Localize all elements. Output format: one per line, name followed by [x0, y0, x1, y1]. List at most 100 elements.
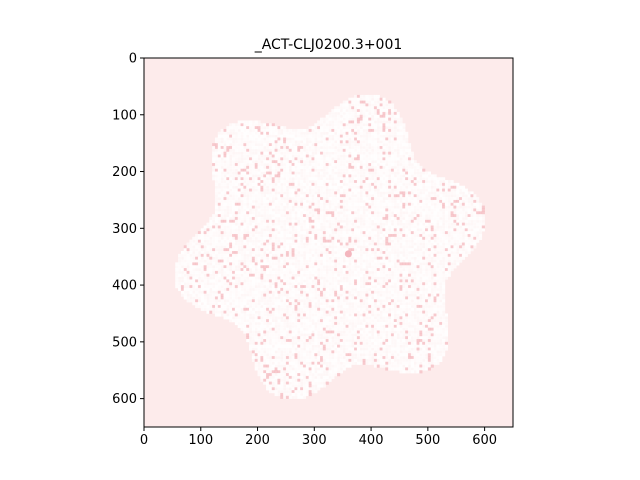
exposure-pixel [362, 211, 366, 215]
exposure-pixel [217, 214, 221, 218]
exposure-pixel [385, 199, 389, 204]
exposure-pixel [285, 222, 290, 226]
exposure-pixel [305, 194, 309, 198]
exposure-pixel [319, 225, 324, 229]
exposure-pixel [251, 245, 255, 249]
exposure-pixel [263, 222, 267, 226]
exposure-pixel [231, 168, 236, 172]
exposure-pixel [390, 157, 395, 161]
exposure-pixel [240, 245, 244, 249]
exposure-pixel [354, 259, 358, 263]
exposure-pixel [388, 111, 392, 116]
exposure-pixel [379, 120, 383, 124]
exposure-pixel [388, 120, 392, 124]
exposure-pixel [356, 140, 361, 144]
exposure-pixel [467, 197, 471, 201]
exposure-pixel [356, 256, 361, 260]
exposure-pixel [351, 262, 355, 266]
exposure-pixel [427, 239, 431, 243]
exposure-pixel [254, 185, 258, 189]
exposure-pixel [237, 273, 241, 277]
exposure-pixel [339, 216, 343, 221]
exposure-pixel [305, 182, 309, 187]
exposure-pixel [300, 143, 304, 147]
exposure-pixel [294, 248, 298, 252]
exposure-pixel [354, 202, 358, 206]
exposure-pixel [249, 202, 253, 206]
exposure-pixel [354, 231, 358, 235]
exposure-pixel [302, 216, 307, 221]
exposure-pixel [300, 216, 304, 221]
exposure-pixel [297, 276, 301, 280]
exposure-pixel [302, 219, 307, 223]
exposure-pixel [351, 171, 355, 175]
exposure-pixel [285, 163, 290, 167]
exposure-pixel [334, 248, 338, 252]
exposure-pixel [453, 245, 457, 249]
exposure-pixel [373, 256, 378, 260]
exposure-pixel [277, 242, 281, 246]
exposure-pixel [229, 160, 233, 164]
exposure-pixel [322, 128, 326, 133]
exposure-pixel [362, 273, 366, 277]
exposure-pixel [229, 151, 233, 155]
exposure-pixel [263, 123, 267, 127]
exposure-pixel [407, 262, 412, 266]
exposure-pixel [379, 194, 383, 198]
exposure-pixel [453, 225, 457, 229]
exposure-pixel [294, 245, 298, 249]
exposure-pixel [251, 171, 255, 175]
exposure-pixel [393, 268, 397, 272]
exposure-pixel [348, 177, 352, 181]
exposure-pixel [339, 114, 343, 118]
exposure-pixel [300, 145, 304, 150]
exposure-pixel [243, 205, 247, 209]
exposure-pixel [212, 228, 216, 232]
exposure-pixel [399, 123, 403, 127]
exposure-pixel [311, 185, 315, 189]
exposure-pixel [220, 143, 224, 147]
exposure-pixel [376, 219, 380, 223]
exposure-pixel [223, 228, 227, 232]
exposure-pixel [257, 242, 261, 246]
exposure-pixel [368, 128, 372, 133]
exposure-pixel [266, 253, 270, 257]
exposure-pixel [246, 197, 250, 201]
exposure-pixel [234, 268, 238, 272]
exposure-pixel [195, 239, 199, 243]
exposure-pixel [243, 199, 247, 204]
exposure-pixel [280, 199, 284, 204]
exposure-pixel [345, 265, 349, 269]
exposure-pixel [311, 253, 315, 257]
exposure-pixel [439, 242, 443, 246]
exposure-pixel [328, 123, 332, 127]
exposure-pixel [317, 228, 321, 232]
exposure-pixel [396, 231, 400, 235]
exposure-pixel [226, 137, 230, 141]
exposure-pixel [354, 120, 358, 124]
exposure-pixel [322, 233, 326, 238]
exposure-pixel [393, 180, 397, 184]
exposure-pixel [348, 208, 352, 212]
exposure-pixel [388, 197, 392, 201]
exposure-pixel [246, 233, 250, 238]
exposure-pixel [229, 253, 233, 257]
exposure-pixel [444, 256, 449, 260]
exposure-pixel [373, 180, 378, 184]
exposure-pixel [237, 197, 241, 201]
exposure-pixel [277, 157, 281, 161]
exposure-pixel [285, 157, 290, 161]
exposure-pixel [442, 202, 446, 206]
exposure-pixel [229, 245, 233, 249]
exposure-pixel [331, 137, 335, 141]
exposure-pixel [325, 228, 329, 232]
exposure-pixel [447, 194, 451, 198]
exposure-pixel [231, 185, 236, 189]
exposure-pixel [257, 231, 261, 235]
exposure-pixel [399, 214, 403, 218]
exposure-pixel [297, 171, 301, 175]
exposure-pixel [334, 253, 338, 257]
exposure-pixel [382, 134, 386, 138]
exposure-pixel [459, 248, 463, 252]
exposure-pixel [385, 202, 389, 206]
